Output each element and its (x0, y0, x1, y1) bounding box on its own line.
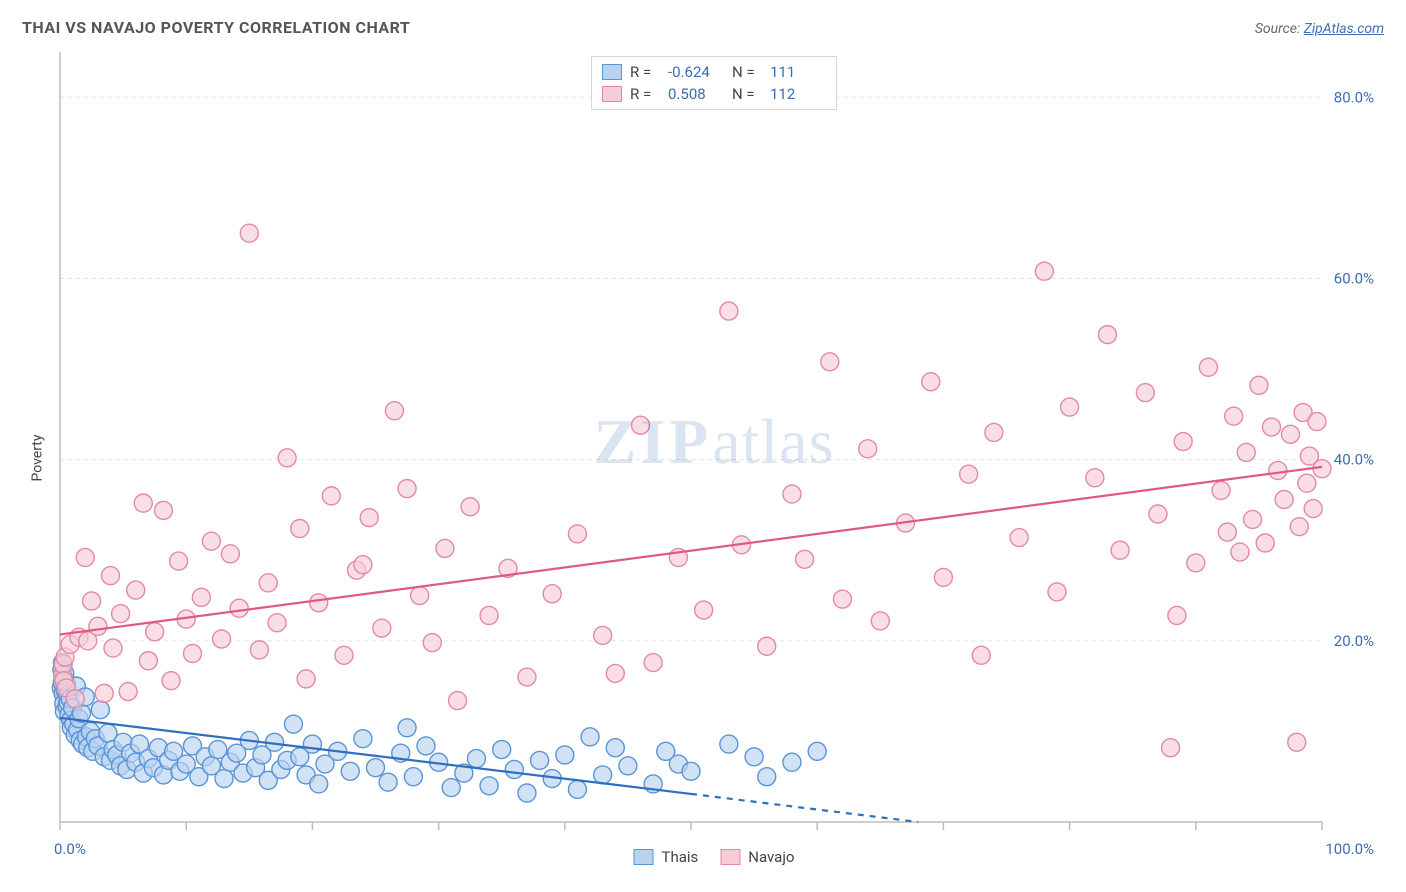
chart-area: Poverty 20.0%40.0%60.0%80.0% ZIPatlas R … (44, 52, 1384, 864)
legend-swatch (602, 64, 622, 80)
svg-text:60.0%: 60.0% (1334, 269, 1374, 287)
svg-text:40.0%: 40.0% (1334, 451, 1374, 469)
legend-series: Thais Navajo (634, 848, 795, 866)
legend-series-item: Thais (634, 848, 699, 866)
svg-text:80.0%: 80.0% (1334, 88, 1374, 106)
scatter-chart-svg: 20.0% 40.0% 60.0% 80.0% (44, 52, 1384, 864)
legend-n-value: 112 (770, 85, 826, 103)
legend-r-value: -0.624 (668, 63, 724, 81)
x-axis-min-label: 0.0% (54, 840, 86, 858)
y-axis-label: Poverty (30, 434, 46, 481)
legend-swatch (634, 849, 654, 865)
legend-stats: R =-0.624N =111R =0.508N =112 (591, 56, 837, 110)
source-link[interactable]: ZipAtlas.com (1304, 21, 1384, 37)
legend-swatch (602, 86, 622, 102)
chart-title: THAI VS NAVAJO POVERTY CORRELATION CHART (22, 18, 410, 37)
x-axis-max-label: 100.0% (1325, 840, 1374, 858)
source-prefix: Source: (1255, 21, 1304, 37)
chart-header: THAI VS NAVAJO POVERTY CORRELATION CHART… (22, 18, 1384, 37)
legend-n-value: 111 (770, 63, 826, 81)
legend-swatch (720, 849, 740, 865)
chart-source: Source: ZipAtlas.com (1255, 21, 1384, 37)
legend-series-label: Thais (662, 848, 699, 866)
legend-series-label: Navajo (748, 848, 794, 866)
legend-series-item: Navajo (720, 848, 794, 866)
legend-stats-row: R =-0.624N =111 (602, 61, 826, 83)
svg-text:20.0%: 20.0% (1334, 632, 1374, 650)
legend-stats-row: R =0.508N =112 (602, 83, 826, 105)
legend-r-value: 0.508 (668, 85, 724, 103)
